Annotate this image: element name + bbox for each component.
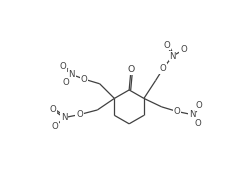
Text: O: O <box>51 122 58 131</box>
Text: O: O <box>62 78 69 87</box>
Text: O: O <box>50 105 57 114</box>
Text: O: O <box>76 110 83 119</box>
Text: O: O <box>127 65 134 74</box>
Text: O: O <box>180 45 187 54</box>
Text: O: O <box>164 41 171 50</box>
Text: N: N <box>189 110 195 119</box>
Text: O: O <box>81 75 88 84</box>
Text: O: O <box>59 62 66 71</box>
Text: O: O <box>160 64 167 73</box>
Text: O: O <box>195 119 202 128</box>
Text: O: O <box>196 101 202 110</box>
Text: N: N <box>61 113 67 122</box>
Text: O: O <box>174 107 181 116</box>
Text: N: N <box>69 70 75 79</box>
Text: N: N <box>169 52 176 61</box>
